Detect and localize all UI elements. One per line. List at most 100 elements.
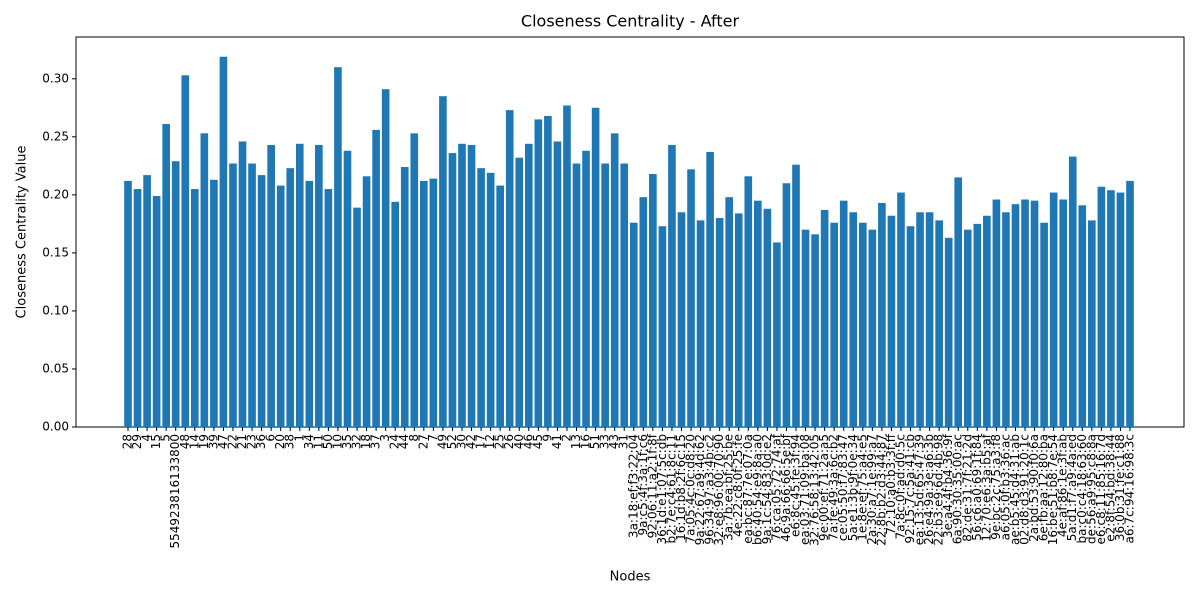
- x-tick-label: ea:bc:87:7e:07:0a: [741, 434, 755, 544]
- bar: [868, 229, 877, 427]
- bar: [286, 168, 295, 428]
- x-tick-label: 14: [187, 434, 201, 449]
- x-tick-label: b6:40:54:e9:8a:a0: [750, 434, 764, 545]
- bar: [887, 215, 896, 427]
- x-tick-label: 22: [225, 434, 239, 449]
- x-tick-label: 46:9a:66:66:5e:bf: [779, 433, 793, 542]
- y-tick-label: 0.10: [42, 303, 69, 317]
- bar: [639, 197, 648, 427]
- x-tick-label: 11: [311, 434, 325, 449]
- bar: [524, 143, 533, 428]
- x-tick-label: 44: [397, 434, 411, 449]
- x-tick-label: 16:be:51:b8:7e:54: [1046, 434, 1060, 545]
- y-tick-label: 0.00: [42, 420, 69, 434]
- bar: [534, 119, 543, 428]
- x-tick-label: 3e:a4:4f:b4:36:9f: [941, 433, 955, 538]
- bar: [925, 212, 934, 427]
- x-tick-label: 33: [598, 434, 612, 449]
- x-tick-label: a6:7c:94:16:98:3c: [1123, 434, 1137, 543]
- bar: [410, 133, 419, 427]
- x-tick-label: 15: [149, 434, 163, 449]
- bar: [515, 157, 524, 427]
- x-tick-label: 52: [445, 434, 459, 449]
- bar: [677, 212, 686, 427]
- bar: [477, 168, 485, 428]
- x-tick-label: 43: [607, 434, 621, 449]
- bar: [839, 200, 848, 427]
- x-tick-label: 12:70:e6:3a:b5:af: [979, 433, 993, 541]
- x-tick-label: 36:0b:31:fe:c1:88: [1113, 434, 1127, 541]
- bar: [610, 133, 619, 427]
- x-tick-label: 28: [121, 434, 135, 449]
- bar: [830, 222, 838, 427]
- x-tick-label: 16: [579, 434, 593, 449]
- x-tick-label: 8: [407, 434, 421, 442]
- bar: [935, 220, 943, 427]
- bar: [544, 115, 552, 427]
- x-tick-label: 27: [416, 434, 430, 449]
- bar: [1002, 212, 1010, 427]
- bar: [563, 105, 571, 427]
- x-tick-label: 92:15:7c:5a:41:cb: [903, 434, 917, 543]
- bar: [324, 189, 333, 427]
- x-tick-label: ce:05:50:f7:83:47: [836, 434, 850, 541]
- x-tick-label: 4e:22:c8:0f:25:fe: [731, 434, 745, 537]
- bar: [171, 161, 180, 428]
- bar: [305, 180, 314, 427]
- x-tick-label: 19: [197, 434, 211, 449]
- x-tick-label: 92:06:11:a2:1f:8f: [645, 433, 659, 538]
- bar: [372, 129, 380, 427]
- bar: [1068, 156, 1077, 427]
- bar: [620, 163, 629, 427]
- bar: [334, 67, 342, 427]
- bar: [734, 213, 743, 427]
- bar: [782, 183, 791, 427]
- bar: [658, 226, 667, 427]
- bar: [706, 151, 714, 428]
- bar: [1059, 199, 1068, 427]
- bar: [143, 175, 151, 427]
- bar: [448, 153, 457, 428]
- bar: [343, 150, 352, 427]
- x-tick-label: 42: [464, 434, 478, 449]
- bar: [486, 172, 495, 427]
- bar: [601, 163, 609, 427]
- x-tick-label: 72:10:a0:b3:3f:ff: [884, 433, 898, 534]
- x-tick-label: 18: [359, 434, 373, 449]
- x-tick-label: 96:34:97:a3:4b:c2: [703, 434, 717, 545]
- x-tick-label: 32: [350, 434, 364, 449]
- x-tick-label: a6:05:0f:b3:36:ac: [998, 434, 1012, 540]
- bar: [276, 185, 285, 427]
- x-tick-label: 4: [140, 434, 154, 442]
- x-tick-label: 40: [512, 434, 526, 449]
- bar: [238, 141, 247, 427]
- y-tick-label: 0.25: [42, 129, 69, 143]
- x-tick-label: 2: [559, 434, 573, 442]
- x-tick-label: 9e:00:ef:71:2a:a5: [817, 434, 831, 541]
- bar: [219, 56, 228, 427]
- x-tick-label: 56:c6:a0:69:1f:84: [970, 434, 984, 541]
- x-tick-label: 29: [130, 434, 144, 449]
- x-tick-label: 50: [321, 434, 335, 449]
- y-tick-label: 0.15: [42, 245, 69, 259]
- x-tick-label: 51: [588, 434, 602, 449]
- bar: [763, 208, 772, 427]
- bar: [811, 234, 819, 427]
- bar: [400, 167, 409, 427]
- x-tick-label: 47: [216, 434, 230, 449]
- x-tick-label: 41: [550, 434, 564, 449]
- bar: [754, 200, 762, 427]
- bar: [439, 96, 447, 428]
- x-tick-label: 76:ca:05:72:74:af: [769, 433, 783, 541]
- x-tick-label: 32:76:58:13:42:05: [808, 434, 822, 546]
- bar: [906, 226, 915, 427]
- bar: [992, 199, 1001, 427]
- bar: [1097, 186, 1106, 427]
- x-tick-label: 2a:30:a7:1e:99:a7: [865, 434, 879, 545]
- x-tick-label: 9a:c5:4f:3a:1f:c6: [636, 434, 650, 536]
- x-tick-label: 36:1d:e1:07:5c:db: [655, 434, 669, 545]
- x-tick-label: de:56:a9:95:c8:8a: [1084, 434, 1098, 544]
- x-tick-label: 39: [206, 434, 220, 449]
- x-tick-label: 26:e4:9a:3e:a6:3b: [922, 434, 936, 545]
- bar: [983, 215, 991, 427]
